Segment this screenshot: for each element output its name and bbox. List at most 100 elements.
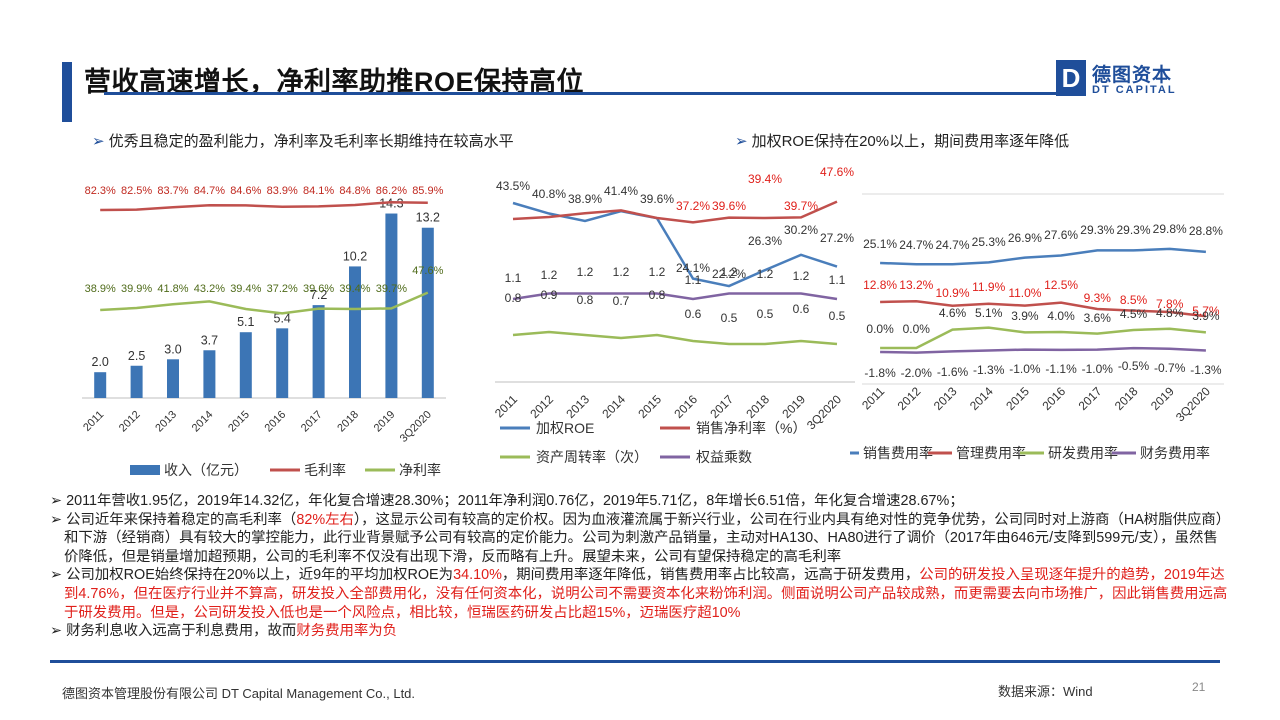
equity-multiplier-label: 1.2 [793, 269, 810, 283]
x-tick-label: 2015 [1003, 384, 1032, 413]
x-tick-label: 2015 [635, 392, 664, 421]
revenue-bar-label: 3.7 [201, 333, 218, 347]
rnd-expense-label: 3.9% [1011, 309, 1039, 323]
admin-expense-label: 11.9% [972, 280, 1005, 294]
bullet-arrow-icon: ➢ [50, 623, 67, 640]
roe-label: 38.9% [568, 192, 602, 206]
roe-dupont-chart: 43.5%40.8% 38.9%41.4%39.6%24.1% 22.2%26.3%… [492, 165, 855, 465]
x-tick-label: 2012 [527, 392, 556, 421]
bullet-paragraph: ➢ 2011年营收1.95亿，2019年14.32亿，年化复合增速28.30%；… [50, 492, 1230, 511]
revenue-bar-label: 14.3 [379, 197, 403, 211]
selling-expense-label: 24.7% [899, 238, 933, 252]
revenue-bar [349, 266, 361, 398]
revenue-bar [167, 359, 179, 398]
finance-expense-label: -2.0% [901, 366, 933, 380]
company-logo: D 德图资本 DT CAPITAL [1056, 60, 1216, 100]
x-tick-label: 2016 [671, 392, 700, 421]
highlight-text: 34.10% [453, 567, 502, 584]
revenue-bar [203, 350, 216, 398]
x-tick-label: 2017 [707, 392, 736, 421]
revenue-bar [385, 213, 398, 398]
footer-divider [50, 660, 1220, 663]
roe-label: 26.3% [748, 234, 782, 248]
asset-turnover-label: 0.9 [541, 288, 558, 302]
revenue-margin-chart: 2.0 2.5 3.0 3.7 5.1 5.4 7.2 10.2 14.3 13.2 82.3% 82… [81, 185, 446, 478]
net-margin-label: 47.6% [820, 165, 854, 179]
selling-expense-label: 25.3% [972, 235, 1006, 249]
x-tick-label: 2012 [117, 409, 143, 435]
net-margin-label: 39.4% [230, 283, 261, 295]
body-text: 财务利息收入远高于利息费用，故而 [66, 623, 297, 640]
x-tick-label: 2019 [1148, 384, 1177, 413]
bullet-arrow-icon: ➢ [50, 493, 67, 509]
net-margin-label: 39.4% [339, 283, 370, 295]
body-text: 公司近年来保持着稳定的高毛利率（ [66, 511, 297, 528]
revenue-bar [312, 305, 325, 398]
admin-expense-label: 12.5% [1044, 278, 1078, 292]
finance-expense-label: -0.5% [1118, 359, 1150, 373]
roe-label: 24.1% [676, 261, 710, 275]
selling-expense-label: 29.3% [1116, 223, 1150, 237]
x-tick-label: 2018 [743, 392, 772, 421]
net-margin-label: 47.6% [412, 265, 443, 277]
selling-expense-label: 24.7% [935, 238, 969, 252]
revenue-bar-label: 2.0 [92, 355, 109, 369]
roe-line [512, 201, 838, 288]
finance-expense-label: -1.3% [1190, 363, 1222, 377]
revenue-bar-label: 5.4 [274, 311, 291, 325]
asset-turnover-label: 0.8 [505, 291, 522, 305]
gross-margin-label: 85.9% [412, 185, 443, 197]
roe-label: 30.2% [784, 223, 818, 237]
asset-turnover-label: 0.5 [757, 307, 774, 321]
net-margin-label: 39.7% [784, 199, 818, 213]
admin-expense-label: 10.9% [935, 286, 969, 300]
revenue-bar [130, 365, 143, 398]
x-tick-label: 2013 [153, 409, 179, 435]
legend-label: 管理费用率 [956, 445, 1026, 461]
expense-ratio-chart: 25.1% 24.7% 24.7% 25.3% 26.9% 27.6% 29.3% 29.3%… [850, 193, 1224, 461]
selling-expense-label: 28.8% [1189, 224, 1223, 238]
x-tick-label: 2015 [226, 409, 252, 435]
admin-expense-label: 12.8% [863, 278, 897, 292]
gross-margin-label: 84.6% [230, 185, 261, 197]
x-tick-label: 3Q2020 [398, 409, 434, 445]
title-underline [104, 92, 1072, 95]
revenue-bar [239, 332, 252, 398]
net-margin-label: 38.9% [85, 283, 116, 295]
logo-mark-icon: D [1056, 60, 1086, 96]
rnd-expense-label: 4.8% [1156, 306, 1184, 320]
legend-label: 销售净利率（%） [696, 420, 806, 436]
bullet-arrow-icon: ➢ [50, 567, 67, 584]
gross-margin-label: 84.8% [339, 185, 370, 197]
gross-margin-label: 84.7% [194, 185, 225, 197]
legend-label: 权益乘数 [696, 449, 752, 465]
subtitle-right-text: 加权ROE保持在20%以上，期间费用率逐年降低 [751, 133, 1070, 150]
finance-expense-line [880, 346, 1206, 354]
highlight-text: 82%左右 [296, 511, 354, 528]
bullet-arrow-icon: ➢ [735, 133, 748, 150]
selling-expense-label: 26.9% [1008, 231, 1042, 245]
roe-label: 39.6% [640, 192, 674, 206]
admin-expense-label: 8.5% [1120, 293, 1148, 307]
finance-expense-label: -1.6% [937, 365, 969, 379]
subtitle-left: ➢ 优秀且稳定的盈利能力，净利率及毛利率长期维持在较高水平 [92, 130, 514, 151]
body-text: 2011年营收1.95亿，2019年14.32亿，年化复合增速28.30%；20… [66, 493, 964, 509]
rnd-expense-label: 3.6% [1084, 311, 1112, 325]
x-tick-label: 3Q2020 [804, 392, 844, 432]
net-margin-label: 39.6% [712, 199, 746, 213]
equity-multiplier-label: 1.2 [721, 265, 738, 279]
admin-expense-label: 7.8% [1156, 297, 1184, 311]
asset-turnover-label: 0.7 [613, 294, 630, 308]
x-tick-label: 2017 [299, 409, 325, 435]
bullet-list: ➢ 2011年营收1.95亿，2019年14.32亿，年化复合增速28.30%；… [50, 492, 1230, 641]
selling-expense-line [880, 247, 1207, 266]
admin-expense-label: 13.2% [899, 278, 933, 292]
legend-label: 研发费用率 [1048, 445, 1118, 461]
gross-margin-label: 82.5% [121, 185, 152, 197]
finance-expense-label: -1.0% [1082, 362, 1114, 376]
revenue-bar [94, 372, 107, 398]
revenue-bar-label: 3.0 [164, 342, 181, 356]
legend-label: 加权ROE [536, 420, 594, 436]
equity-multiplier-label: 1.2 [649, 265, 666, 279]
legend-label: 销售费用率 [863, 445, 933, 461]
